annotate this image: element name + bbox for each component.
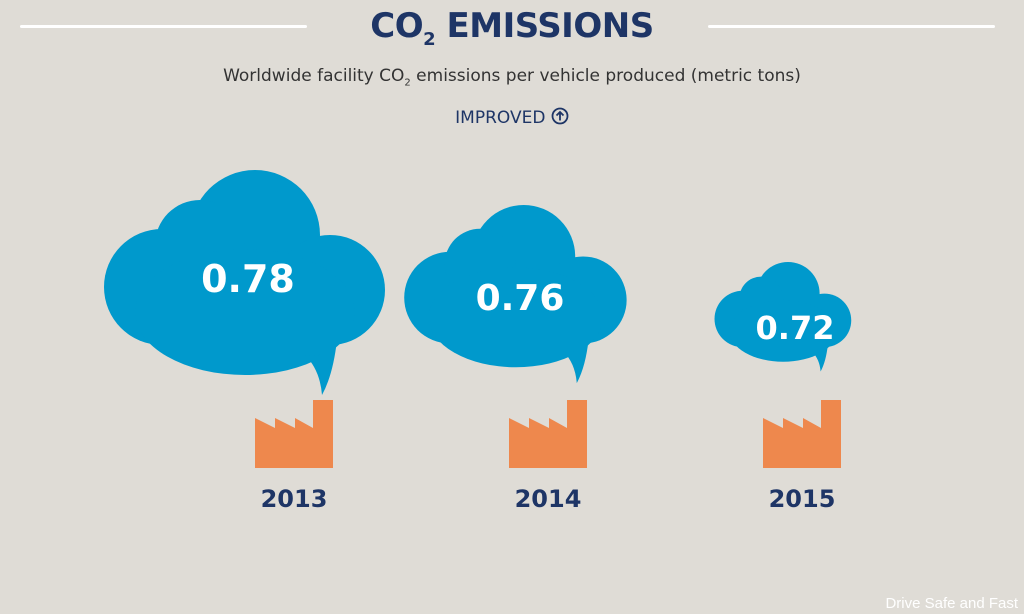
cloud-2014 bbox=[404, 205, 627, 384]
cloud-2013 bbox=[104, 170, 385, 395]
year-label: 2014 bbox=[515, 485, 582, 513]
subtitle-before: Worldwide facility CO bbox=[223, 66, 405, 86]
value-label: 0.78 bbox=[201, 257, 295, 301]
year-label: 2015 bbox=[769, 485, 836, 513]
improved-badge: IMPROVED bbox=[0, 107, 1024, 128]
factory-icon bbox=[255, 400, 333, 468]
factory-icon bbox=[763, 400, 841, 468]
right-divider bbox=[708, 25, 995, 28]
value-label: 0.72 bbox=[756, 309, 835, 347]
cloud-2015 bbox=[714, 262, 852, 372]
watermark: Drive Safe and Fast bbox=[885, 595, 1018, 612]
subtitle-subscript: 2 bbox=[404, 77, 411, 89]
circle-arrow-up-icon bbox=[551, 107, 569, 125]
improved-label: IMPROVED bbox=[455, 108, 546, 128]
left-divider bbox=[20, 25, 307, 28]
subtitle: Worldwide facility CO2 emissions per veh… bbox=[0, 66, 1024, 88]
value-label: 0.76 bbox=[476, 278, 565, 319]
page-title: CO2 EMISSIONS bbox=[0, 6, 1024, 50]
title-prefix: CO bbox=[370, 6, 424, 46]
title-subscript: 2 bbox=[423, 29, 436, 50]
factory-icon bbox=[509, 400, 587, 468]
year-label: 2013 bbox=[261, 485, 328, 513]
subtitle-after: emissions per vehicle produced (metric t… bbox=[410, 66, 801, 86]
title-rest: EMISSIONS bbox=[435, 6, 655, 46]
